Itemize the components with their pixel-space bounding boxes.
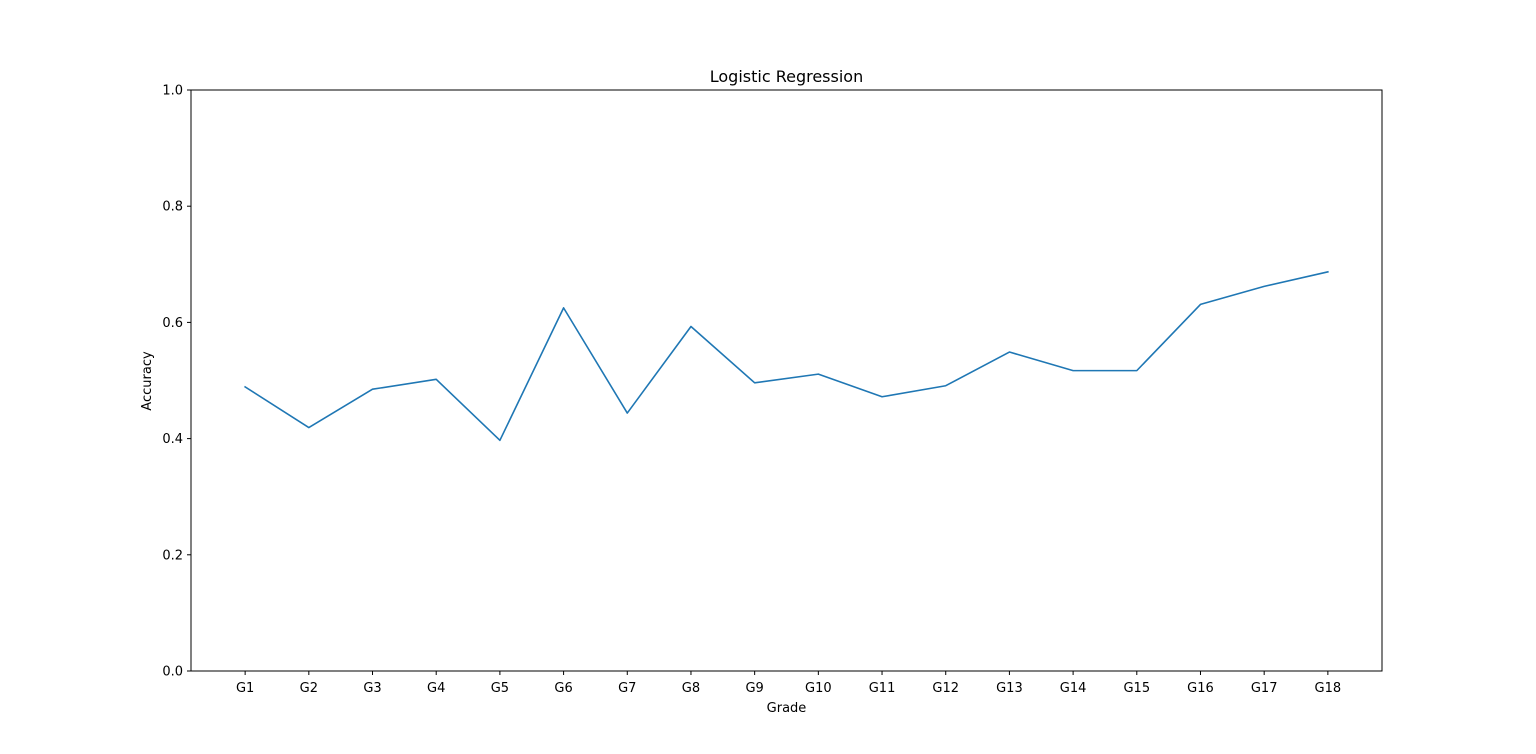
y-tick-label: 0.8 bbox=[162, 200, 183, 215]
x-tick-label: G1 bbox=[236, 681, 254, 696]
y-tick-label: 0.0 bbox=[162, 665, 183, 680]
x-tick-label: G15 bbox=[1123, 681, 1150, 696]
y-tick-label: 0.2 bbox=[162, 548, 183, 563]
y-tick-label: 0.4 bbox=[162, 432, 183, 447]
x-tick-label: G10 bbox=[805, 681, 832, 696]
chart-title: Logistic Regression bbox=[710, 67, 863, 86]
y-axis-label: Accuracy bbox=[140, 351, 155, 411]
series-line-0 bbox=[244, 270, 1329, 442]
plot-frame bbox=[190, 89, 1383, 672]
plot-area bbox=[190, 89, 1383, 672]
x-tick-label: G4 bbox=[427, 681, 445, 696]
x-axis-label: Grade bbox=[767, 701, 807, 716]
y-tick-label: 0.6 bbox=[162, 316, 183, 331]
x-tick-label: G16 bbox=[1187, 681, 1214, 696]
x-tick-label: G8 bbox=[682, 681, 700, 696]
x-tick-label: G9 bbox=[745, 681, 763, 696]
x-tick-label: G2 bbox=[300, 681, 318, 696]
x-tick-label: G18 bbox=[1315, 681, 1342, 696]
x-tick-label: G7 bbox=[618, 681, 636, 696]
series-layer bbox=[244, 270, 1329, 442]
x-axis-ticks: G1 G2 G3 G4 G5 G6 G7 G8 G9 G10 G11 G12 G13 G14 G15 G16 G… bbox=[236, 671, 1341, 696]
x-tick-label: G17 bbox=[1251, 681, 1278, 696]
y-tick-label: 1.0 bbox=[162, 84, 183, 99]
x-tick-label: G14 bbox=[1060, 681, 1087, 696]
x-tick-label: G13 bbox=[996, 681, 1023, 696]
x-tick-label: G3 bbox=[363, 681, 381, 696]
x-tick-label: G11 bbox=[869, 681, 896, 696]
x-tick-label: G6 bbox=[554, 681, 572, 696]
x-tick-label: G12 bbox=[932, 681, 959, 696]
x-tick-label: G5 bbox=[491, 681, 509, 696]
y-axis-ticks: 0.0 0.2 0.4 0.6 0.8 1.0 bbox=[162, 84, 191, 680]
